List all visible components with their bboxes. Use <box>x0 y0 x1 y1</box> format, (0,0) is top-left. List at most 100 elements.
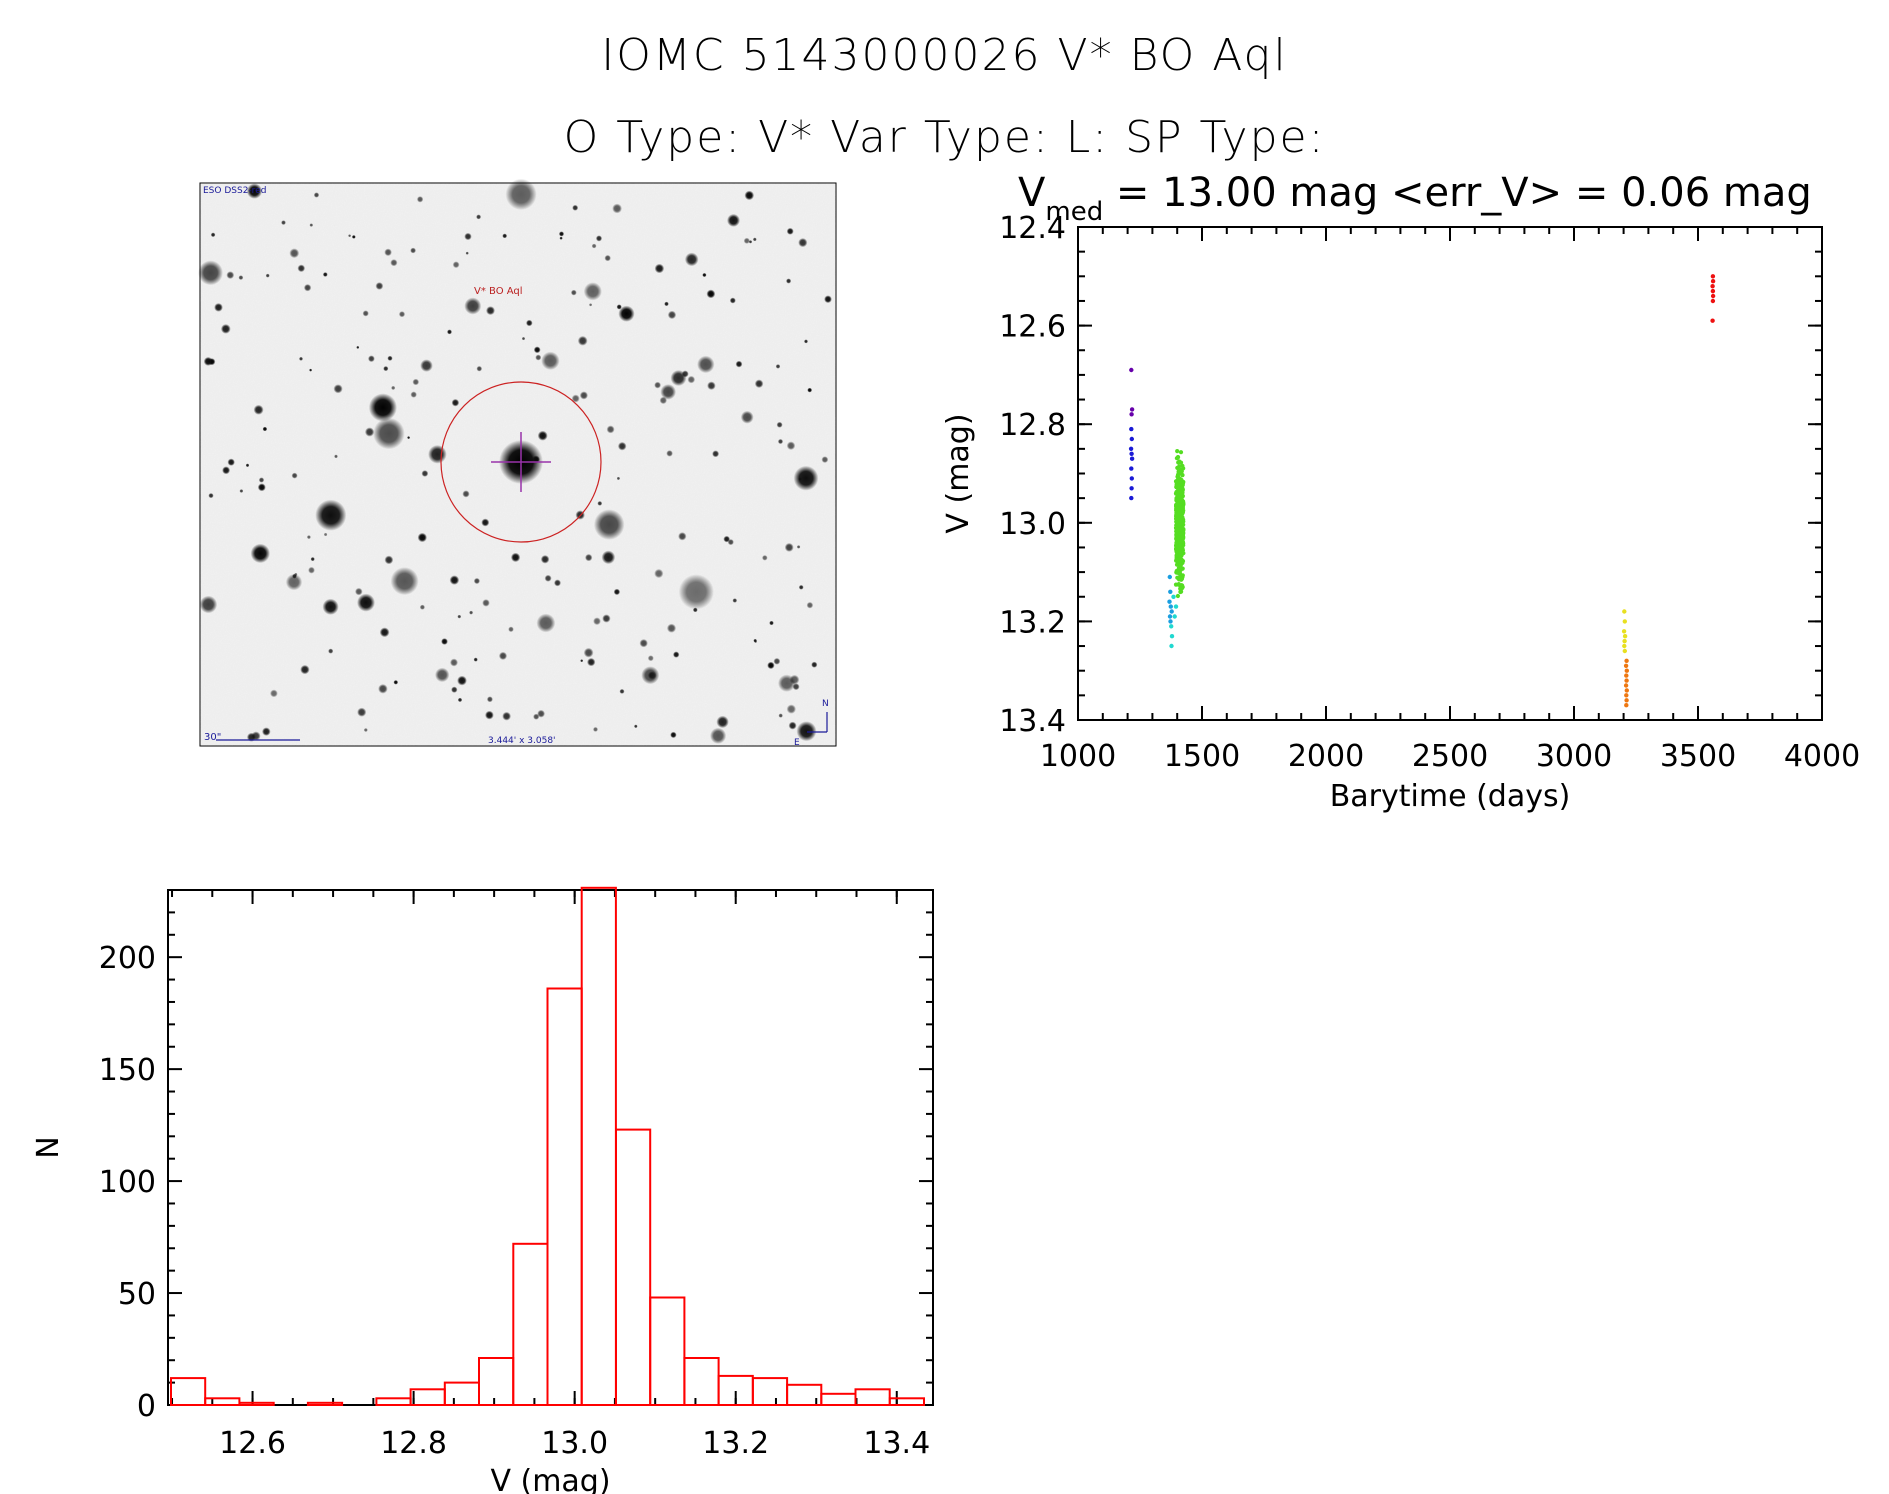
finder-star <box>373 417 405 450</box>
finder-star <box>786 704 796 714</box>
data-point <box>1624 658 1629 663</box>
data-point <box>1178 499 1183 504</box>
data-point <box>1622 609 1627 614</box>
finder-star <box>420 359 433 372</box>
finder-star <box>570 289 577 296</box>
data-point <box>1177 464 1182 469</box>
data-point <box>1167 574 1173 580</box>
data-point <box>1176 571 1181 576</box>
data-point <box>1710 298 1716 304</box>
finder-star <box>348 234 352 238</box>
y-axis-label: V (mag) <box>941 413 976 533</box>
data-point <box>1180 463 1185 468</box>
finder-star <box>457 614 462 619</box>
histogram-bar <box>888 1397 925 1407</box>
finder-star <box>300 664 310 675</box>
fov-label: 3.444' x 3.058' <box>488 736 556 746</box>
finder-star <box>807 387 813 393</box>
finder-star <box>476 214 482 220</box>
finder-star <box>559 236 563 240</box>
x-tick-label: 3500 <box>1660 739 1736 774</box>
finder-star <box>378 684 388 694</box>
histogram-bar <box>615 1128 652 1406</box>
finder-star <box>502 233 508 239</box>
finder-star <box>752 237 757 242</box>
finder-star <box>464 297 482 315</box>
y-tick-label: 13.2 <box>999 605 1066 640</box>
finder-star <box>778 674 796 692</box>
histogram-bar <box>546 987 583 1406</box>
histogram-bar <box>820 1392 857 1407</box>
y-tick-label: 50 <box>118 1277 156 1312</box>
data-point <box>1171 594 1176 599</box>
finder-star <box>595 235 603 242</box>
finder-star <box>697 355 715 374</box>
histogram-bar <box>375 1397 412 1407</box>
finder-star <box>303 284 312 292</box>
finder-star <box>796 545 801 549</box>
finder-star <box>417 532 427 543</box>
finder-star <box>473 577 480 585</box>
finder-star <box>416 196 424 203</box>
finder-star <box>727 213 740 227</box>
x-tick-label: 4000 <box>1784 739 1860 774</box>
finder-star <box>743 237 750 244</box>
histogram-bar <box>512 1242 549 1407</box>
finder-star <box>798 584 804 590</box>
finder-star <box>776 421 783 428</box>
finder-star <box>616 304 622 310</box>
x-tick-label: 13.0 <box>541 1426 608 1461</box>
finder-star <box>664 301 669 307</box>
data-point <box>1129 426 1134 432</box>
finder-star <box>391 385 396 390</box>
finder-star <box>464 232 472 241</box>
finder-star <box>351 235 356 239</box>
data-point <box>1180 510 1185 515</box>
finder-star <box>712 450 720 458</box>
data-point <box>1624 673 1629 678</box>
finder-star <box>654 381 661 389</box>
finder-star <box>784 542 794 552</box>
finder-star <box>285 573 303 591</box>
y-tick-label: 12.4 <box>999 211 1066 246</box>
finder-star <box>767 661 775 670</box>
finder-star <box>786 278 792 284</box>
finder-star <box>198 260 224 286</box>
finder-star <box>390 259 398 267</box>
finder-star <box>535 354 542 361</box>
data-point <box>1174 553 1179 558</box>
finder-star <box>775 364 781 369</box>
y-tick-label: 12.8 <box>999 408 1066 443</box>
data-point <box>1180 482 1185 488</box>
data-point <box>1621 629 1627 634</box>
data-point <box>1622 643 1627 649</box>
data-point <box>1175 527 1180 533</box>
finder-star <box>554 579 561 587</box>
y-tick-label: 13.4 <box>999 704 1066 739</box>
histogram-bar <box>409 1388 446 1407</box>
data-point <box>1622 638 1627 644</box>
east-label: E <box>794 738 800 748</box>
data-point <box>1169 634 1175 639</box>
finder-star <box>748 240 753 244</box>
finder-star <box>577 335 588 346</box>
histogram-bar <box>238 1401 275 1407</box>
finder-star <box>297 264 306 273</box>
finder-star <box>265 273 270 278</box>
finder-star <box>257 483 266 492</box>
data-point <box>1624 688 1630 693</box>
finder-star <box>616 476 621 481</box>
finder-star <box>210 232 216 238</box>
finder-star <box>476 365 483 372</box>
finder-star <box>541 351 560 370</box>
finder-star <box>786 441 796 451</box>
data-point <box>1177 469 1182 474</box>
finder-star <box>469 610 474 615</box>
histogram-bar <box>204 1397 241 1407</box>
finder-star <box>778 713 783 718</box>
finder-star <box>289 248 300 259</box>
data-point <box>1174 456 1179 461</box>
title-line-2: O Type: V* Var Type: L: SP Type: <box>563 112 1326 163</box>
finder-star <box>585 553 593 562</box>
finder-star <box>262 727 271 736</box>
